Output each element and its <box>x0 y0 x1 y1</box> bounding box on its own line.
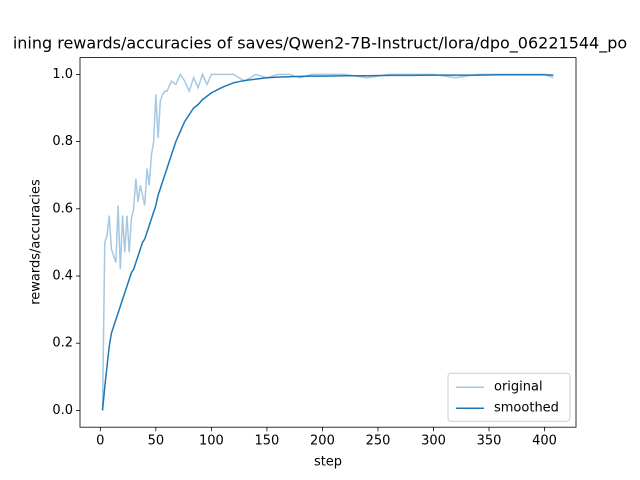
y-axis-label: rewards/accuracies <box>29 179 44 305</box>
x-tick-label: 150 <box>255 434 280 449</box>
y-tick-label: 0.4 <box>52 269 73 284</box>
legend-box <box>447 372 571 422</box>
y-tick-label: 0.8 <box>52 134 73 149</box>
legend-label: original <box>494 380 543 395</box>
x-tick-label: 250 <box>366 434 391 449</box>
y-tick-label: 0.0 <box>52 403 73 418</box>
x-tick-label: 200 <box>310 434 335 449</box>
y-tick-label: 1.0 <box>52 67 73 82</box>
line-smoothed <box>101 73 554 411</box>
y-tick-label: 0.2 <box>52 336 73 351</box>
x-tick-label: 50 <box>148 434 165 449</box>
x-tick-label: 100 <box>199 434 224 449</box>
x-tick-label: 400 <box>532 434 557 449</box>
x-tick-label: 350 <box>477 434 502 449</box>
x-tick-label: 300 <box>421 434 446 449</box>
x-tick-label: 0 <box>96 434 104 449</box>
y-tick-label: 0.6 <box>52 201 73 216</box>
legend-label: smoothed <box>494 401 559 416</box>
x-axis-label: step <box>314 455 342 470</box>
line-original <box>101 72 554 411</box>
plot-frame <box>79 57 577 428</box>
chart-title: ining rewards/accuracies of saves/Qwen2-… <box>13 34 627 54</box>
